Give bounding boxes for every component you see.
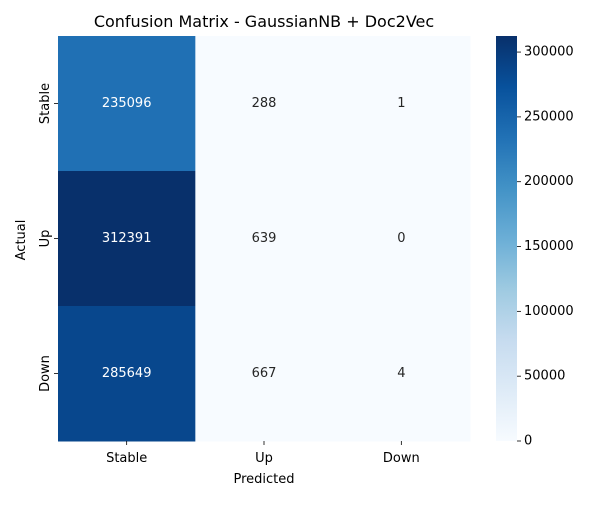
- heatmap-cell: [58, 306, 196, 442]
- colorbar-tick-label: 250000: [524, 109, 574, 124]
- cell-value-label: 639: [252, 231, 277, 246]
- cell-value-label: 312391: [102, 231, 152, 246]
- heatmap-cell: [332, 171, 471, 307]
- colorbar-tick-label: 0: [524, 434, 532, 449]
- heatmap-cell: [195, 36, 334, 172]
- colorbar-tick-label: 150000: [524, 239, 574, 254]
- heatmap-cell: [58, 36, 196, 172]
- cell-value-label: 4: [397, 366, 405, 381]
- chart-title: Confusion Matrix - GaussianNB + Doc2Vec: [94, 12, 434, 31]
- y-tick-label: Up: [38, 230, 53, 248]
- x-tick-label: Down: [383, 451, 420, 466]
- x-tick-label: Up: [255, 451, 273, 466]
- x-tick-label: Stable: [106, 451, 147, 466]
- cell-value-label: 285649: [102, 366, 152, 381]
- x-axis-title: Predicted: [233, 472, 294, 487]
- cell-value-label: 0: [397, 231, 405, 246]
- heatmap-cell: [195, 306, 334, 442]
- y-axis-title: Actual: [14, 220, 29, 261]
- colorbar-ticks: 0 50000 100000 150000 200000 250000 300000: [517, 45, 574, 449]
- heatmap-cell: [332, 36, 471, 172]
- colorbar-tick-label: 50000: [524, 369, 565, 384]
- cell-value-label: 288: [252, 96, 277, 111]
- cell-value-label: 667: [252, 366, 277, 381]
- colorbar-tick-label: 200000: [524, 174, 574, 189]
- colorbar-tick-label: 100000: [524, 304, 574, 319]
- y-axis-ticks: Stable Up Down: [38, 83, 58, 392]
- heatmap-cell-labels: 235096 288 1 312391 639 0 285649 667 4: [102, 96, 406, 381]
- y-tick-label: Down: [38, 355, 53, 392]
- colorbar-tick-label: 300000: [524, 45, 574, 60]
- heatmap-cells: [58, 36, 471, 442]
- cell-value-label: 235096: [102, 96, 152, 111]
- heatmap-cell: [195, 171, 334, 307]
- cell-value-label: 1: [397, 96, 405, 111]
- x-axis-ticks: Stable Up Down: [106, 441, 420, 466]
- y-tick-label: Stable: [38, 83, 53, 124]
- heatmap-cell: [332, 306, 471, 442]
- colorbar: [496, 36, 517, 441]
- heatmap-cell: [58, 171, 196, 307]
